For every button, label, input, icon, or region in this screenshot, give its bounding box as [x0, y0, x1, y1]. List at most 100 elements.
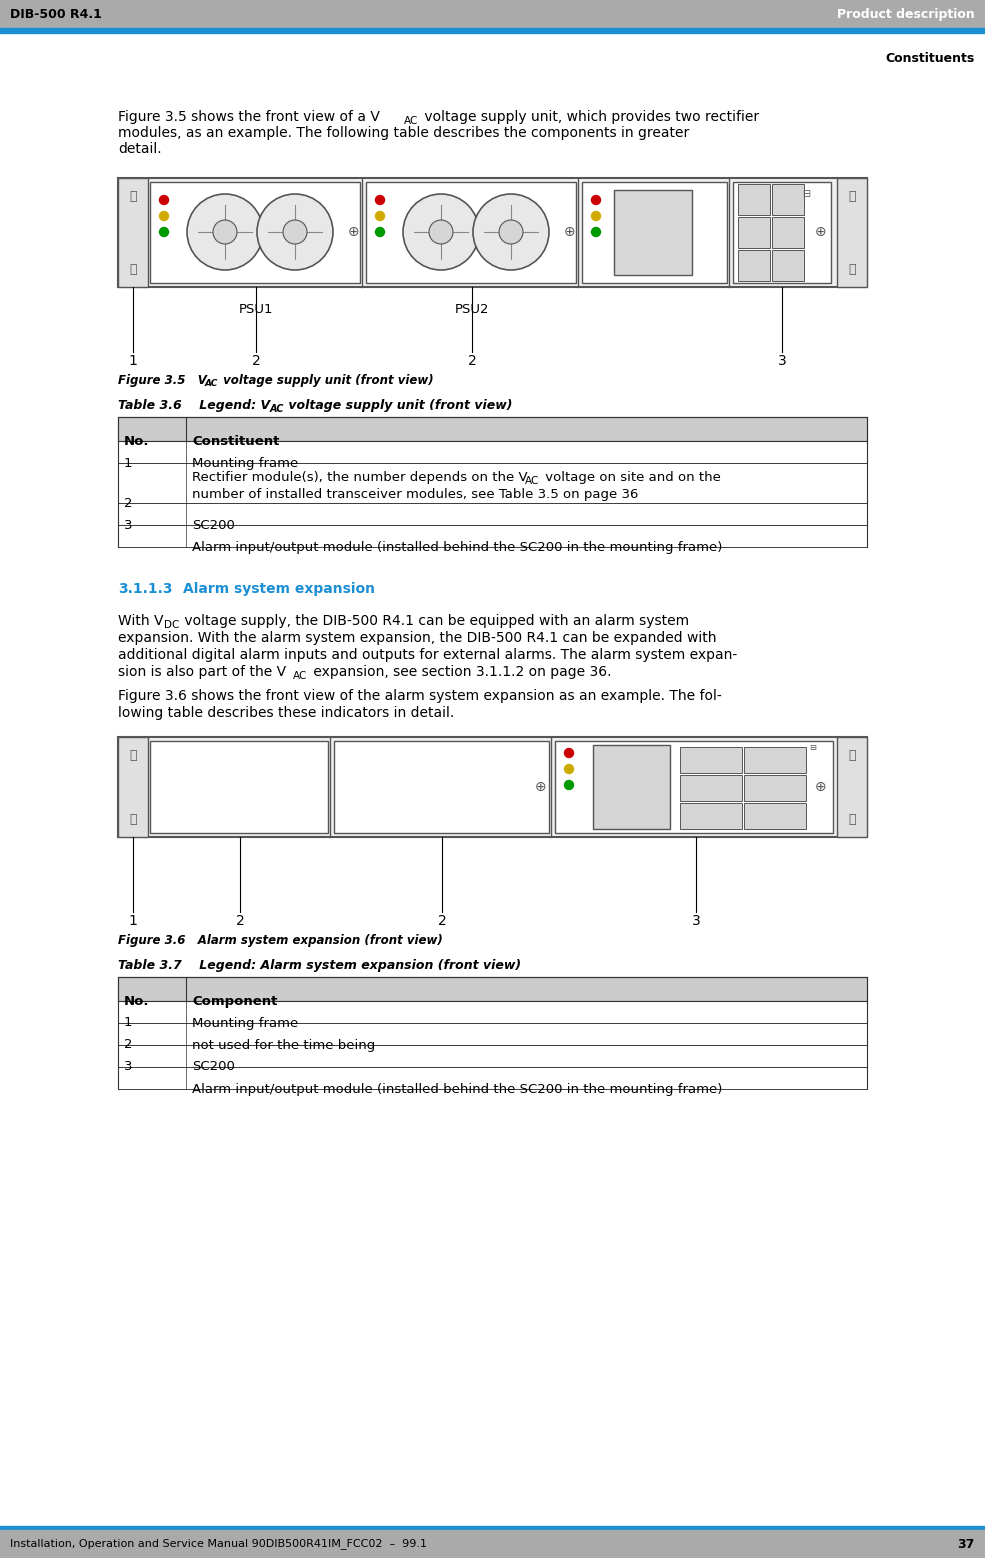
Text: 1: 1: [124, 456, 133, 469]
Text: No.: No.: [124, 435, 150, 447]
Bar: [118, 503, 867, 525]
Text: voltage supply unit, which provides two rectifier: voltage supply unit, which provides two …: [420, 111, 759, 125]
Text: not used for the time being: not used for the time being: [192, 1039, 375, 1052]
Text: PSU1: PSU1: [238, 302, 273, 316]
Text: AC: AC: [525, 477, 540, 486]
Bar: [118, 737, 867, 837]
Text: Figure 3.6 shows the front view of the alarm system expansion as an example. The: Figure 3.6 shows the front view of the a…: [118, 689, 722, 703]
Text: Alarm input/output module (installed behind the SC200 in the mounting frame): Alarm input/output module (installed beh…: [192, 1083, 722, 1095]
Text: ⊕: ⊕: [535, 781, 547, 795]
Text: lowing table describes these indicators in detail.: lowing table describes these indicators …: [118, 706, 454, 720]
Bar: [118, 977, 867, 1000]
Text: AC: AC: [293, 671, 307, 681]
Text: 1: 1: [129, 915, 138, 929]
Text: ⊕: ⊕: [816, 781, 826, 795]
Circle shape: [592, 227, 601, 237]
Bar: [744, 774, 806, 801]
Text: detail.: detail.: [118, 142, 162, 156]
Text: Alarm system expansion: Alarm system expansion: [183, 583, 375, 597]
Text: Ⓓ: Ⓓ: [848, 190, 856, 203]
Text: Component: Component: [192, 994, 278, 1008]
Text: Constituents: Constituents: [886, 51, 975, 65]
Text: Product description: Product description: [837, 8, 975, 20]
Bar: [118, 463, 867, 503]
Text: 2: 2: [124, 1039, 133, 1052]
Text: Ⓓ: Ⓓ: [129, 748, 137, 762]
Text: sion is also part of the V: sion is also part of the V: [118, 665, 286, 679]
Text: Installation, Operation and Service Manual 90DIB500R41IM_FCC02  –  99.1: Installation, Operation and Service Manu…: [10, 1539, 427, 1550]
Bar: [738, 184, 770, 215]
Bar: [738, 249, 770, 280]
Bar: [366, 182, 576, 284]
Text: Rectifier module(s), the number depends on the V: Rectifier module(s), the number depends …: [192, 471, 528, 485]
Text: AC: AC: [205, 379, 219, 388]
Text: SC200: SC200: [192, 519, 234, 531]
Text: PSU2: PSU2: [455, 302, 490, 316]
Bar: [334, 742, 549, 834]
Bar: [772, 217, 804, 248]
Text: With V: With V: [118, 614, 164, 628]
Text: 3: 3: [777, 354, 786, 368]
Text: voltage supply unit (front view): voltage supply unit (front view): [284, 399, 512, 411]
Text: Ⓓ: Ⓓ: [848, 748, 856, 762]
Circle shape: [160, 227, 168, 237]
Bar: [118, 1067, 867, 1089]
Text: Ⓓ: Ⓓ: [129, 190, 137, 203]
Bar: [582, 182, 727, 284]
Text: 3.1.1.3: 3.1.1.3: [118, 583, 172, 597]
Text: Mounting frame: Mounting frame: [192, 456, 298, 469]
Text: Table 3.7    Legend: Alarm system expansion (front view): Table 3.7 Legend: Alarm system expansion…: [118, 960, 521, 972]
Text: ⊟: ⊟: [803, 189, 811, 199]
Text: ⊕: ⊕: [816, 224, 826, 238]
Text: Ⓓ: Ⓓ: [848, 262, 856, 276]
Circle shape: [499, 220, 523, 245]
Text: Figure 3.6   Alarm system expansion (front view): Figure 3.6 Alarm system expansion (front…: [118, 933, 442, 947]
Bar: [680, 774, 742, 801]
Text: Constituent: Constituent: [192, 435, 280, 447]
Bar: [614, 190, 692, 276]
Bar: [772, 184, 804, 215]
Bar: [0, 1530, 985, 1558]
Bar: [593, 745, 670, 829]
Text: 2: 2: [468, 354, 477, 368]
Circle shape: [160, 195, 168, 204]
Bar: [555, 742, 833, 834]
Text: ⊟: ⊟: [810, 743, 817, 751]
Bar: [837, 737, 867, 837]
Text: 37: 37: [957, 1538, 975, 1550]
Text: SC200: SC200: [192, 1061, 234, 1073]
Text: voltage on site and on the: voltage on site and on the: [541, 471, 721, 485]
Text: Mounting frame: Mounting frame: [192, 1016, 298, 1030]
Bar: [118, 1024, 867, 1045]
Bar: [744, 746, 806, 773]
Circle shape: [187, 195, 263, 270]
Text: expansion, see section 3.1.1.2 on page 36.: expansion, see section 3.1.1.2 on page 3…: [309, 665, 612, 679]
Text: AC: AC: [404, 115, 419, 126]
Text: Alarm input/output module (installed behind the SC200 in the mounting frame): Alarm input/output module (installed beh…: [192, 541, 722, 553]
Circle shape: [564, 748, 573, 757]
Circle shape: [564, 765, 573, 773]
Text: No.: No.: [124, 994, 150, 1008]
Bar: [118, 1000, 867, 1024]
Circle shape: [592, 212, 601, 221]
Text: 3: 3: [691, 915, 700, 929]
Bar: [680, 802, 742, 829]
Circle shape: [160, 212, 168, 221]
Bar: [738, 217, 770, 248]
Text: voltage supply, the DIB-500 R4.1 can be equipped with an alarm system: voltage supply, the DIB-500 R4.1 can be …: [180, 614, 689, 628]
Bar: [0, 1525, 985, 1530]
Circle shape: [283, 220, 307, 245]
Text: 2: 2: [235, 915, 244, 929]
Bar: [837, 178, 867, 287]
Circle shape: [375, 195, 384, 204]
Text: expansion. With the alarm system expansion, the DIB-500 R4.1 can be expanded wit: expansion. With the alarm system expansi…: [118, 631, 716, 645]
Text: 1: 1: [129, 354, 138, 368]
Text: ⊕: ⊕: [564, 224, 576, 238]
Circle shape: [429, 220, 453, 245]
Bar: [772, 249, 804, 280]
Text: DIB-500 R4.1: DIB-500 R4.1: [10, 8, 101, 20]
Text: Ⓓ: Ⓓ: [848, 813, 856, 826]
Text: 2: 2: [124, 497, 133, 509]
Bar: [150, 182, 360, 284]
Text: AC: AC: [270, 404, 285, 414]
